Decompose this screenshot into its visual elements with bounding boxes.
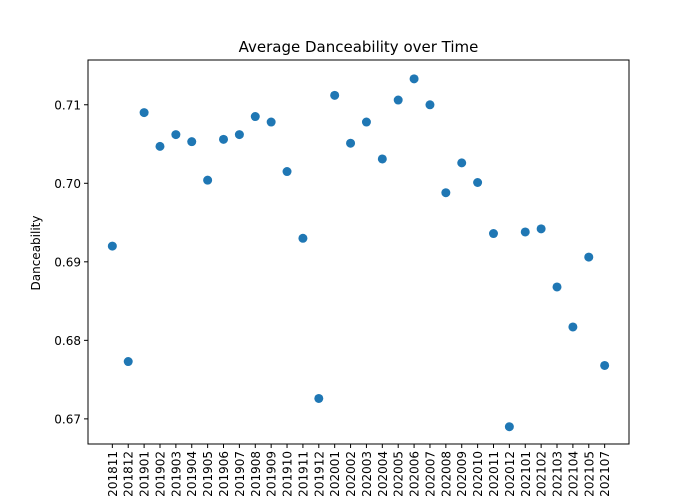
- x-tick-label: 201902: [153, 451, 167, 497]
- x-tick-label: 201907: [233, 451, 247, 497]
- chart-title: Average Danceability over Time: [239, 38, 479, 56]
- x-tick-label: 201901: [138, 451, 152, 497]
- x-tick-label: 202004: [376, 451, 390, 497]
- data-point: [409, 74, 419, 84]
- x-tick-label: 201910: [281, 451, 295, 497]
- x-tick-label: 202104: [566, 451, 580, 497]
- data-point: [187, 137, 197, 147]
- x-tick-label: 201911: [296, 451, 310, 497]
- y-tick-label: 0.68: [54, 334, 81, 348]
- data-point: [393, 95, 403, 105]
- data-point: [234, 130, 244, 140]
- x-tick-label: 201812: [122, 451, 136, 497]
- x-tick-label: 201909: [265, 451, 279, 497]
- x-tick-label: 202008: [439, 451, 453, 497]
- data-point: [425, 100, 435, 110]
- x-axis-ticks: 201811 201812 201901 201902 201903 201904 2019…: [106, 444, 612, 497]
- data-point: [568, 322, 578, 332]
- x-tick-label: 202007: [423, 451, 437, 497]
- x-tick-label: 202103: [551, 451, 565, 497]
- data-point: [361, 117, 371, 127]
- data-point: [346, 138, 356, 148]
- x-tick-label: 202107: [598, 451, 612, 497]
- data-point: [600, 360, 610, 370]
- data-point: [266, 117, 276, 127]
- data-point: [107, 241, 117, 251]
- y-tick-label: 0.71: [54, 98, 81, 112]
- data-point: [171, 130, 181, 140]
- y-tick-label: 0.67: [54, 412, 81, 426]
- x-tick-label: 201905: [201, 451, 215, 497]
- data-point: [584, 252, 594, 262]
- x-tick-label: 202001: [328, 451, 342, 497]
- plot-frame: [87, 59, 630, 445]
- data-point: [377, 154, 387, 164]
- data-point: [139, 108, 149, 118]
- data-point: [504, 422, 514, 432]
- x-tick-label: 202105: [582, 451, 596, 497]
- x-tick-label: 202002: [344, 451, 358, 497]
- data-point: [330, 90, 340, 100]
- x-tick-label: 202012: [503, 451, 517, 497]
- x-tick-label: 202102: [535, 451, 549, 497]
- data-point: [282, 167, 292, 177]
- data-point: [203, 175, 213, 185]
- y-tick-label: 0.70: [54, 177, 81, 191]
- x-tick-label: 202006: [408, 451, 422, 497]
- data-point: [552, 282, 562, 292]
- x-tick-label: 201912: [312, 451, 326, 497]
- y-tick-label: 0.69: [54, 255, 81, 269]
- x-tick-label: 201903: [169, 451, 183, 497]
- data-point: [520, 227, 530, 237]
- data-point: [314, 393, 324, 403]
- x-tick-label: 202010: [471, 451, 485, 497]
- x-tick-label: 202101: [519, 451, 533, 497]
- x-tick-label: 202003: [360, 451, 374, 497]
- data-points: [107, 74, 610, 432]
- x-tick-label: 201908: [249, 451, 263, 497]
- x-tick-label: 201904: [185, 451, 199, 497]
- data-point: [250, 112, 260, 122]
- y-axis-label: Danceability: [29, 216, 43, 291]
- x-tick-label: 202011: [487, 451, 501, 497]
- data-point: [536, 224, 546, 234]
- y-axis-ticks: 0.67 0.68 0.69 0.70 0.71: [54, 98, 88, 426]
- data-point: [155, 141, 165, 151]
- x-tick-label: 201906: [217, 451, 231, 497]
- data-point: [473, 178, 483, 188]
- x-tick-label: 201811: [106, 451, 120, 497]
- data-point: [123, 357, 133, 367]
- data-point: [488, 229, 498, 239]
- x-tick-label: 202005: [392, 451, 406, 497]
- data-point: [298, 233, 308, 243]
- x-tick-label: 202009: [455, 451, 469, 497]
- data-point: [219, 134, 229, 144]
- data-point: [457, 158, 467, 168]
- data-point: [441, 188, 451, 198]
